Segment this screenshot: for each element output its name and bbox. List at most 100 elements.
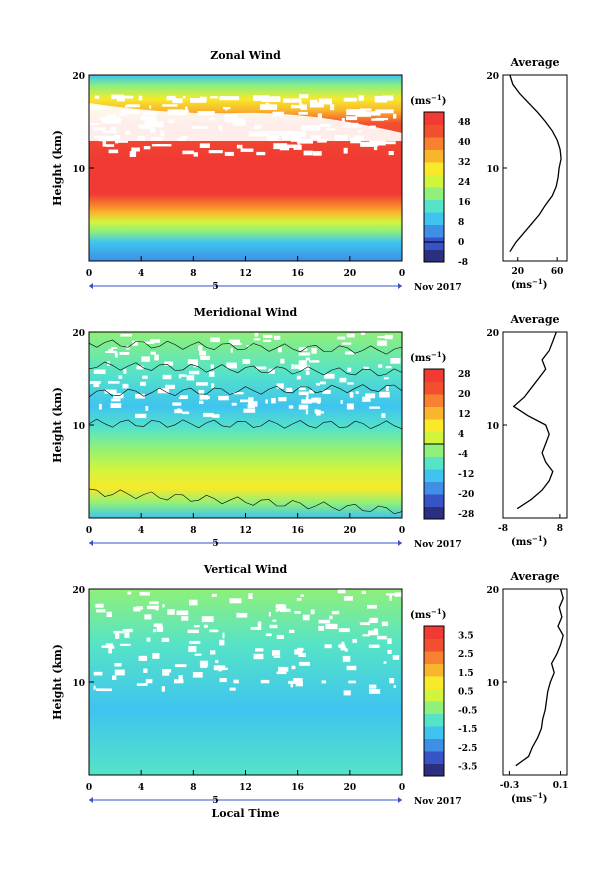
- colorbar-swatch: [424, 212, 444, 225]
- data-gap: [368, 620, 378, 623]
- data-gap: [316, 409, 321, 416]
- date-label: Nov 2017: [414, 283, 462, 293]
- x-axis-label: Local Time: [212, 807, 280, 820]
- data-gap: [305, 370, 310, 375]
- colorbar-label: -8: [458, 258, 468, 268]
- y-axis-label: Height (km): [51, 644, 64, 720]
- data-gap: [318, 98, 332, 105]
- data-gap: [219, 678, 227, 683]
- data-gap: [115, 633, 120, 639]
- data-gap: [126, 345, 130, 350]
- data-gap: [210, 650, 216, 655]
- colorbar-swatch: [424, 224, 444, 238]
- data-gap: [384, 141, 396, 145]
- data-gap: [108, 647, 112, 654]
- data-gap: [263, 334, 273, 338]
- data-gap: [363, 366, 369, 370]
- data-gap: [331, 610, 340, 615]
- data-gap: [139, 591, 150, 596]
- data-gap: [200, 96, 207, 102]
- data-gap: [143, 668, 148, 673]
- data-gap: [142, 375, 148, 379]
- data-gap: [111, 347, 118, 349]
- data-gap: [108, 348, 114, 353]
- colorbar-swatch: [424, 249, 444, 263]
- data-gap: [393, 113, 397, 119]
- colorbar-unit-base: (ms: [410, 610, 431, 621]
- data-gap: [218, 395, 229, 401]
- data-gap: [358, 95, 364, 101]
- data-gap: [311, 397, 321, 403]
- data-gap: [283, 98, 302, 103]
- data-gap: [291, 104, 304, 109]
- data-gap: [209, 629, 219, 633]
- colorbar-swatch: [424, 494, 444, 507]
- colorbar-swatch: [424, 381, 444, 395]
- data-gap: [355, 391, 359, 394]
- data-gap: [339, 377, 347, 383]
- data-gap: [278, 666, 289, 672]
- data-gap: [337, 589, 346, 594]
- data-gap: [96, 609, 106, 613]
- data-gap: [218, 666, 222, 672]
- data-gap: [362, 396, 371, 402]
- x-tick-label: 4: [138, 526, 144, 536]
- data-gap: [193, 361, 198, 368]
- panel-title: Meridional Wind: [194, 306, 298, 319]
- data-gap: [162, 374, 172, 380]
- x-tick-label: 0: [86, 783, 92, 793]
- data-gap: [210, 337, 220, 343]
- data-gap: [256, 151, 266, 156]
- data-gap: [123, 368, 127, 374]
- colorbar-swatch: [424, 701, 444, 714]
- data-gap: [113, 630, 125, 634]
- data-gap: [172, 402, 182, 406]
- data-gap: [145, 679, 153, 684]
- profile-y-tick-label: 10: [486, 422, 499, 432]
- data-gap: [211, 594, 214, 598]
- data-gap: [155, 605, 159, 611]
- colorbar-label: 40: [458, 138, 471, 148]
- data-gap: [150, 351, 156, 355]
- data-gap: [219, 96, 240, 101]
- data-gap: [176, 610, 189, 616]
- data-gap: [293, 144, 302, 150]
- data-gap: [101, 688, 112, 692]
- data-gap: [389, 595, 392, 601]
- data-gap: [298, 352, 311, 356]
- data-gap: [316, 382, 320, 386]
- data-gap: [347, 367, 352, 372]
- data-gap: [192, 672, 203, 678]
- data-gap: [145, 406, 149, 411]
- colorbar-label: 28: [458, 370, 471, 380]
- data-gap: [105, 144, 115, 147]
- data-gap: [260, 104, 278, 110]
- colorbar-label: -4: [458, 450, 468, 460]
- data-gap: [343, 690, 351, 696]
- data-gap: [193, 625, 200, 628]
- data-gap: [385, 385, 389, 392]
- data-gap: [135, 413, 147, 419]
- colorbar-swatch: [424, 713, 444, 727]
- data-gap: [360, 332, 366, 335]
- data-gap: [210, 96, 219, 99]
- date-line-arrow-left: [89, 540, 93, 546]
- data-gap: [208, 150, 223, 154]
- data-gap: [360, 141, 378, 147]
- data-gap: [165, 384, 175, 389]
- colorbar-label: 0: [458, 238, 464, 248]
- x-tick-label: 8: [190, 783, 196, 793]
- data-gap: [181, 616, 189, 621]
- data-gap: [369, 140, 386, 146]
- data-gap: [381, 413, 386, 418]
- profile-x-tick-label: 8: [557, 524, 563, 534]
- data-gap: [389, 678, 395, 684]
- data-gap: [193, 152, 198, 157]
- data-gap: [291, 665, 296, 670]
- x-tick-label: 8: [190, 269, 196, 279]
- colorbar-label: -0.5: [458, 706, 477, 716]
- data-gap: [294, 364, 303, 369]
- data-gap: [299, 661, 310, 666]
- data-gap: [211, 414, 220, 418]
- data-gap: [388, 151, 394, 156]
